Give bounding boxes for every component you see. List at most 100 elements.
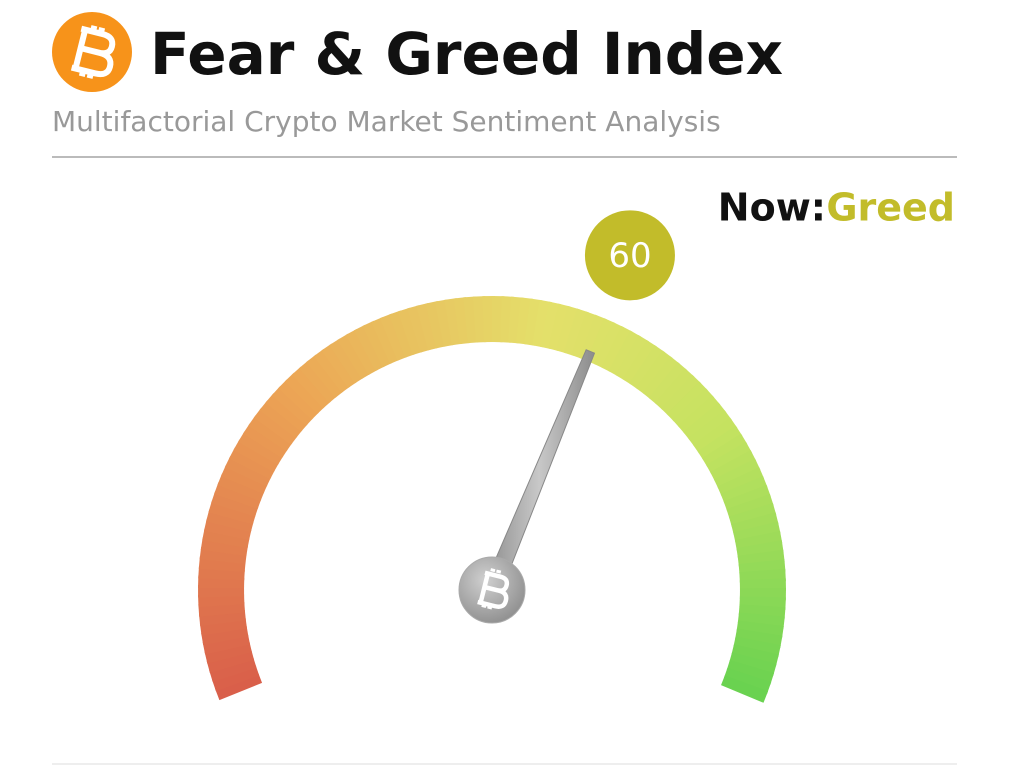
gauge-band bbox=[238, 431, 284, 466]
status: Greed bbox=[826, 186, 955, 230]
gauge-band bbox=[683, 402, 727, 441]
gauge-band bbox=[284, 372, 325, 415]
gauge-band bbox=[642, 356, 681, 400]
gauge-band bbox=[306, 354, 344, 398]
gauge-band bbox=[298, 360, 338, 404]
gauge-band bbox=[206, 649, 255, 674]
gauge-band bbox=[654, 368, 695, 411]
logo bbox=[52, 12, 132, 92]
gauge-band bbox=[204, 642, 252, 664]
gauge-band bbox=[548, 303, 571, 352]
subtitle: Multifactorial Crypto Market Sentiment A… bbox=[52, 105, 721, 138]
gauge-band bbox=[731, 512, 779, 535]
gauge-band bbox=[248, 415, 293, 452]
gauge-band bbox=[214, 673, 263, 701]
gauge-band bbox=[672, 388, 715, 428]
gauge-band bbox=[362, 320, 393, 368]
gauge-band bbox=[209, 657, 257, 683]
gauge-band bbox=[666, 381, 708, 422]
gauge-band bbox=[677, 395, 721, 434]
gauge-band bbox=[601, 326, 633, 373]
gauge: 60 bbox=[198, 210, 786, 703]
gauge-band bbox=[702, 433, 748, 468]
gauge-band bbox=[721, 675, 769, 703]
gauge-band bbox=[735, 628, 783, 648]
gauge-band bbox=[425, 301, 447, 349]
gauge-band bbox=[540, 301, 562, 349]
gauge-band bbox=[593, 321, 625, 369]
gauge-band bbox=[271, 386, 314, 426]
gauge-band bbox=[726, 493, 774, 519]
gauge-band bbox=[371, 317, 400, 364]
gauge-band bbox=[253, 407, 298, 445]
value-label: 60 bbox=[608, 236, 651, 276]
gauge-band bbox=[353, 324, 385, 372]
gauge-band bbox=[211, 665, 260, 692]
gauge-band bbox=[635, 350, 673, 395]
gauge-band bbox=[200, 537, 248, 557]
gauge-band bbox=[710, 450, 757, 482]
gauge-band bbox=[532, 299, 552, 348]
gauge-band bbox=[734, 530, 783, 551]
gauge-band bbox=[723, 484, 771, 512]
gauge-band bbox=[204, 518, 252, 541]
hub-glyph bbox=[477, 568, 510, 610]
gauge-band bbox=[397, 307, 423, 356]
gauge-band bbox=[202, 634, 251, 655]
gauge-band bbox=[648, 362, 688, 405]
gauge-band bbox=[407, 305, 431, 353]
gauge-band bbox=[202, 528, 250, 549]
gauge-band bbox=[329, 338, 364, 384]
gauge-band bbox=[524, 298, 543, 346]
gauge-band bbox=[724, 667, 772, 694]
gauge-band bbox=[688, 410, 732, 447]
gauge-band bbox=[416, 302, 439, 351]
gauge-band bbox=[291, 366, 331, 409]
gauge-band bbox=[608, 330, 641, 377]
gauge-band bbox=[622, 339, 658, 385]
gauge-band bbox=[206, 509, 254, 533]
gauge-band bbox=[731, 644, 779, 667]
gauge-band bbox=[726, 660, 775, 685]
gauge-band bbox=[739, 578, 786, 591]
gauge-band bbox=[259, 400, 303, 439]
gauge-band bbox=[345, 329, 378, 375]
gauge-band bbox=[692, 417, 738, 454]
gauge-band bbox=[214, 482, 262, 509]
gauge-band bbox=[571, 311, 598, 359]
gauge-band bbox=[201, 626, 249, 646]
gauge-band bbox=[729, 652, 777, 676]
gauge-band bbox=[224, 456, 272, 487]
gauge-band bbox=[220, 464, 268, 494]
needle bbox=[483, 349, 596, 595]
gauge-band bbox=[482, 296, 495, 343]
gauge-band bbox=[337, 333, 371, 380]
logo-glyph bbox=[70, 25, 116, 79]
gauge-band bbox=[660, 374, 702, 416]
status-label: Now: bbox=[718, 186, 826, 230]
gauge-band bbox=[733, 636, 781, 658]
title: Fear & Greed Index bbox=[150, 20, 783, 88]
gauge-band bbox=[265, 393, 308, 432]
gauge-band bbox=[720, 476, 768, 504]
gauge-band bbox=[555, 305, 580, 354]
gauge-band bbox=[615, 335, 650, 381]
gauge-band bbox=[211, 491, 259, 517]
gauge-band bbox=[728, 503, 777, 527]
gauge-band bbox=[278, 379, 319, 420]
gauge-band bbox=[713, 458, 761, 489]
gauge-band bbox=[313, 348, 351, 393]
gauge-band bbox=[233, 439, 280, 473]
gauge-band bbox=[321, 343, 357, 389]
gauge-band bbox=[697, 425, 743, 461]
gauge-band bbox=[733, 521, 781, 543]
gauge-band bbox=[228, 447, 276, 480]
gauge-band bbox=[706, 441, 752, 475]
gauge-band bbox=[563, 308, 589, 356]
gauge-band bbox=[717, 467, 765, 497]
value-badge bbox=[584, 210, 675, 301]
gauge-band bbox=[243, 423, 288, 459]
gauge-band bbox=[629, 345, 665, 390]
gauge-band bbox=[736, 620, 784, 639]
gauge-band bbox=[208, 500, 256, 525]
